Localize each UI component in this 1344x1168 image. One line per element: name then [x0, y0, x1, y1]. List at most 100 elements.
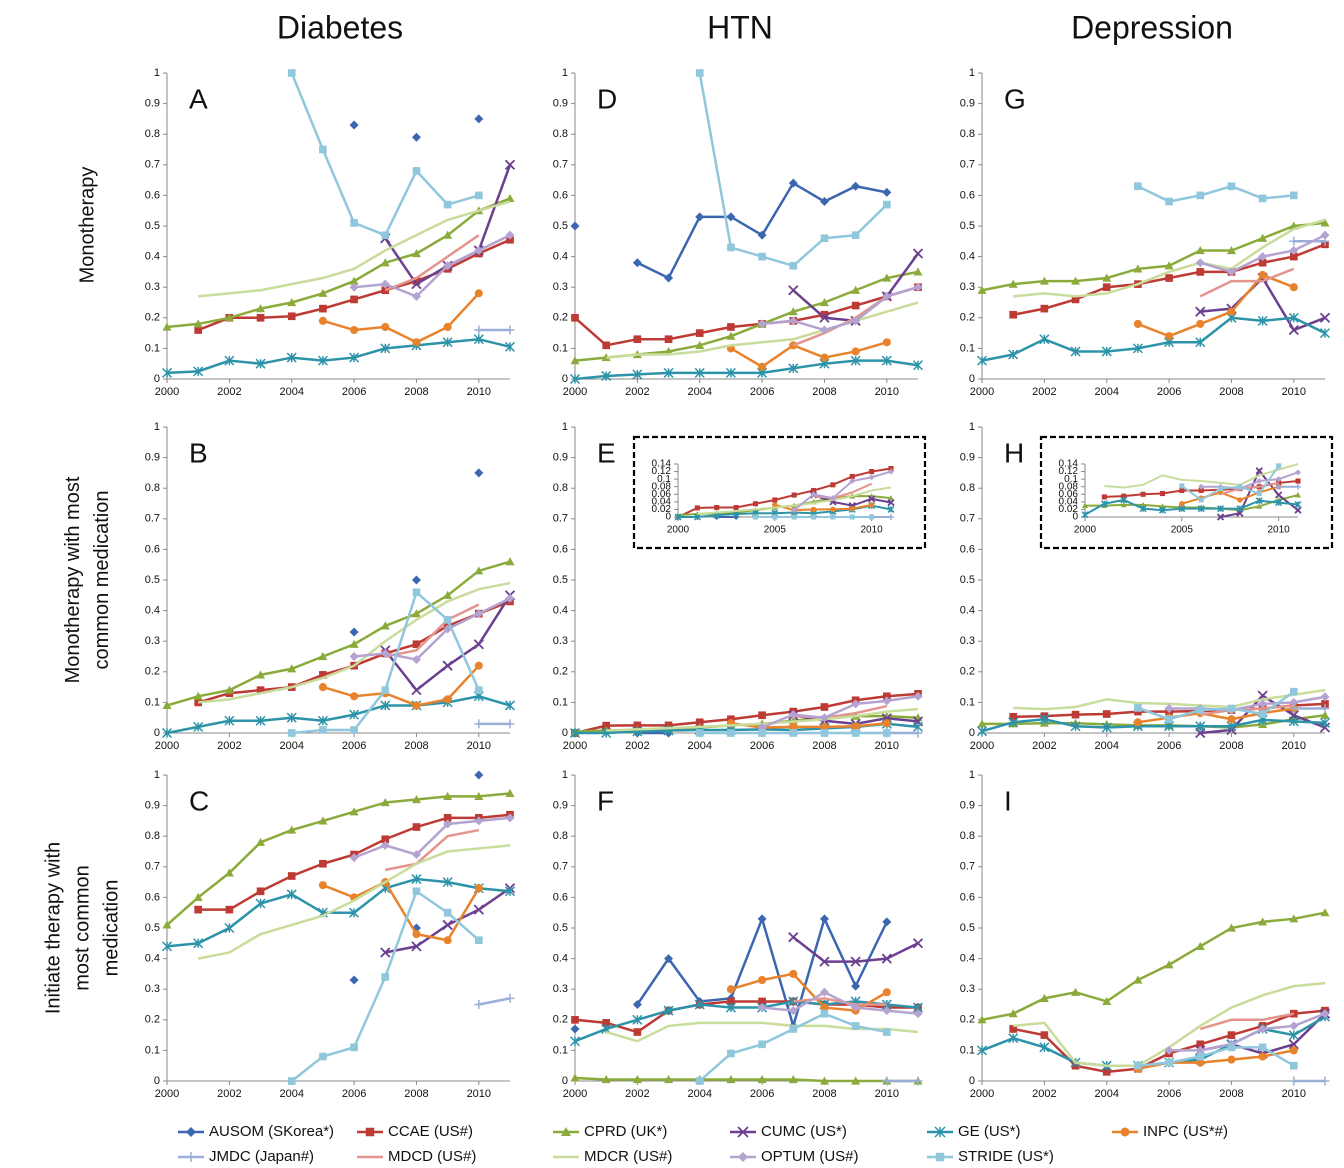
marker: [1134, 704, 1142, 712]
series-line: [574, 359, 919, 381]
marker: [757, 1074, 767, 1084]
x-tick-label: 2004: [279, 1088, 303, 1100]
marker: [789, 1025, 798, 1033]
marker: [1289, 236, 1299, 246]
y-tick-label: 0.8: [553, 128, 568, 140]
marker: [319, 726, 327, 734]
marker: [820, 1009, 829, 1018]
marker: [194, 326, 203, 334]
x-tick-label: 2010: [875, 740, 899, 752]
marker: [868, 474, 875, 481]
marker: [738, 1152, 748, 1162]
marker: [788, 285, 799, 296]
marker: [443, 819, 453, 829]
marker: [318, 816, 328, 825]
y-tick-label: 0.02: [1059, 504, 1079, 515]
marker: [888, 468, 894, 475]
marker: [1258, 258, 1267, 267]
legend-item: GE (US*): [927, 1123, 1021, 1140]
marker: [412, 701, 421, 710]
marker: [727, 1049, 735, 1058]
marker: [1120, 496, 1128, 504]
marker: [757, 914, 767, 924]
y-tick-label: 0.7: [960, 159, 975, 171]
y-tick-label: 0.3: [960, 635, 975, 647]
marker: [411, 249, 421, 258]
plot: 0 0.1 0.2 0.3 0.4 0.5 0.6 0.7 0.8 0.9 1 2000 2002 200…: [145, 67, 516, 398]
marker: [1102, 996, 1112, 1006]
y-tick-label: 0.3: [145, 635, 160, 647]
marker: [412, 167, 421, 175]
marker: [695, 340, 705, 349]
marker: [1195, 1045, 1205, 1055]
series-line: [166, 337, 511, 375]
series-line: [166, 197, 511, 329]
y-tick-label: 0: [969, 1075, 975, 1087]
series-line: [1084, 498, 1299, 516]
marker: [1179, 501, 1185, 507]
y-tick-label: 0.3: [145, 281, 160, 293]
marker: [443, 200, 452, 209]
x-tick-label: 2006: [1157, 740, 1181, 752]
marker: [758, 362, 767, 371]
x-tick-label: 2000: [563, 1088, 587, 1100]
marker: [319, 859, 327, 868]
y-tick-label: 0.8: [553, 830, 568, 842]
series-line: [730, 721, 887, 729]
legend-label: AUSOM (SKorea*): [209, 1123, 334, 1140]
marker: [1217, 486, 1224, 492]
marker: [256, 686, 265, 694]
series-line: [574, 692, 919, 735]
marker: [505, 325, 515, 335]
legend-item: MDCR (US#): [553, 1148, 672, 1165]
y-tick-label: 0.8: [145, 128, 160, 140]
marker: [474, 325, 484, 335]
y-tick-label: 0: [562, 373, 568, 385]
marker: [772, 497, 778, 503]
marker: [694, 999, 705, 1010]
marker: [851, 722, 860, 731]
marker: [1226, 245, 1236, 255]
marker: [442, 877, 453, 888]
legend-item: STRIDE (US*): [927, 1148, 1054, 1165]
marker: [869, 469, 875, 475]
marker: [727, 323, 735, 331]
marker: [788, 710, 798, 720]
marker: [1275, 476, 1282, 483]
series-line: [1200, 704, 1294, 716]
series-line: [1137, 1046, 1295, 1067]
y-tick-label: 0.6: [553, 891, 568, 903]
marker: [632, 1000, 642, 1009]
x-tick-label: 2004: [687, 1088, 711, 1100]
marker: [1101, 346, 1112, 357]
x-tick-label: 2010: [861, 525, 884, 536]
marker: [474, 609, 484, 619]
marker: [224, 868, 234, 877]
series-line: [1201, 471, 1299, 490]
marker: [912, 248, 924, 259]
marker: [1196, 1052, 1205, 1061]
marker: [1198, 487, 1204, 494]
marker: [473, 334, 484, 345]
marker: [380, 258, 390, 267]
y-tick-label: 0.4: [145, 605, 160, 617]
marker: [788, 1006, 798, 1016]
series-line: [774, 503, 872, 512]
marker: [977, 285, 987, 294]
series-line: [1169, 695, 1326, 712]
marker: [1133, 718, 1142, 727]
marker: [256, 837, 266, 846]
y-tick-label: 0.1: [553, 696, 568, 708]
y-tick-label: 0.4: [960, 605, 975, 617]
marker: [726, 212, 736, 222]
marker: [474, 686, 483, 694]
marker: [882, 692, 891, 701]
marker: [1134, 182, 1142, 191]
y-tick-label: 0.5: [960, 574, 975, 586]
panel-label: I: [1004, 785, 1012, 816]
marker: [1217, 505, 1225, 513]
marker: [820, 1003, 829, 1012]
marker: [1196, 268, 1205, 276]
legend-label: CUMC (US*): [761, 1123, 847, 1140]
marker: [1258, 1052, 1267, 1061]
